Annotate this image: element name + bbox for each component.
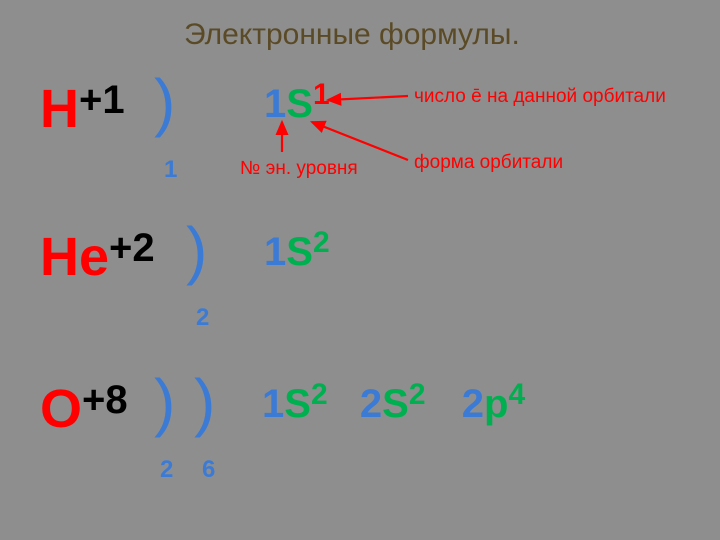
element-charge: +8 <box>82 378 128 422</box>
shell-arc: ) <box>194 370 215 434</box>
shell-arc: ) <box>154 370 175 434</box>
config-O: 1S2 2S2 2p4 <box>262 382 525 427</box>
config-H: 1S1 <box>264 82 330 127</box>
level: 1 <box>262 382 284 426</box>
level: 2 <box>462 382 484 426</box>
element-charge: +2 <box>109 226 155 270</box>
electrons: 2 <box>311 378 328 411</box>
anno-electron-count: число ē на данной орбитали <box>414 86 666 108</box>
orbital: S <box>382 382 409 426</box>
element-symbol: He <box>40 227 109 287</box>
shell-arc: ) <box>154 70 175 134</box>
shell-count: 6 <box>202 456 215 484</box>
shell-count: 2 <box>196 304 209 332</box>
page-title: Электронные формулы. <box>184 18 520 52</box>
orbital: p <box>484 382 508 426</box>
level: 1 <box>264 230 286 274</box>
electrons: 4 <box>508 378 525 411</box>
element-charge: +1 <box>79 78 125 122</box>
shell-count: 2 <box>160 456 173 484</box>
shell-count: 1 <box>164 156 177 184</box>
anno-energy-level: № эн. уровня <box>240 158 358 180</box>
electrons: 2 <box>313 226 330 259</box>
anno-orbital-shape: форма орбитали <box>414 152 563 174</box>
element-H: H+1 <box>40 78 125 140</box>
element-He: He+2 <box>40 226 155 288</box>
element-symbol: H <box>40 79 79 139</box>
level: 2 <box>360 382 382 426</box>
config-He: 1S2 <box>264 230 330 275</box>
electrons: 2 <box>409 378 426 411</box>
electrons: 1 <box>313 78 330 111</box>
orbital: S <box>284 382 311 426</box>
element-O: O+8 <box>40 378 128 440</box>
level: 1 <box>264 82 286 126</box>
shell-arc: ) <box>186 218 207 282</box>
element-symbol: O <box>40 379 82 439</box>
orbital: S <box>286 82 313 126</box>
orbital: S <box>286 230 313 274</box>
